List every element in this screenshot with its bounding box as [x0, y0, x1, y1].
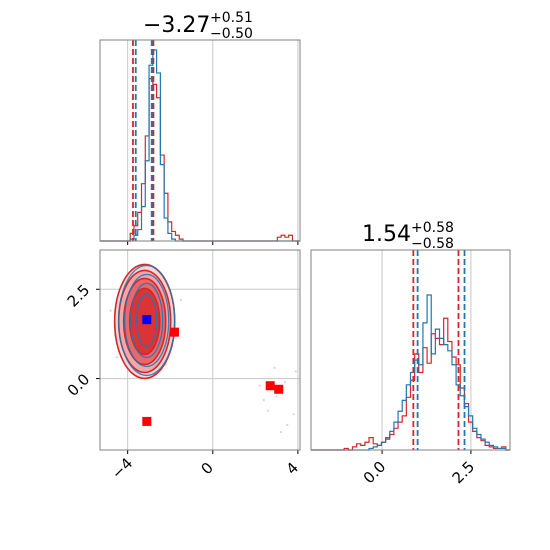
joint-panel: [96, 249, 301, 454]
panel-d-frame: [310, 249, 511, 451]
panel-c-outlier-15: [279, 431, 282, 434]
title-param-0-median: −3.27: [143, 13, 210, 38]
panel-c-marker-red-0: [169, 327, 179, 337]
title-param-0: −3.27: [143, 13, 210, 38]
panel-a-frame: [99, 39, 301, 242]
panel-c-outlier-4: [292, 413, 295, 416]
panel-c-contour-blue-0: [118, 264, 176, 377]
panel-c-frame: [99, 249, 301, 451]
panel-c-outlier-1: [266, 409, 270, 412]
panel-c-marker-red-2: [274, 384, 284, 394]
panel-c-contour-blue-3: [136, 293, 158, 348]
panel-c-outlier-3: [262, 398, 265, 402]
title-param-1-lower: −0.58: [411, 236, 454, 252]
panel-c-outlier-10: [179, 298, 182, 302]
panel-c-marker-red-3: [142, 416, 152, 426]
panel-c-outlier-5: [273, 366, 276, 369]
panel-d-bg: [311, 250, 510, 450]
y-tick-label-1: 0.0: [64, 370, 94, 400]
panel-c-marker-blue: [142, 315, 152, 325]
title-param-0-lower: −0.50: [210, 26, 253, 42]
panel-c-contour-blue-2: [130, 282, 164, 359]
panel-c-outlier-14: [294, 370, 297, 373]
marginal-panel-param-0: [99, 39, 301, 245]
panel-c-outlier-2: [284, 381, 287, 384]
panel-d-xtick-label-0: 0.0: [360, 458, 390, 488]
panel-c-outlier-8: [109, 309, 112, 312]
title-param-1-median: 1.54: [362, 222, 411, 247]
panel-d-xtick-label-1: 2.5: [449, 458, 479, 488]
panel-c-contour-blue-1: [124, 273, 170, 368]
title-param-0-upper: +0.51: [210, 10, 253, 26]
y-tick-label-0: 2.5: [64, 281, 94, 311]
marginal-panel-param-1: [310, 249, 511, 454]
panel-c-xtick-label-1: 0: [197, 459, 216, 478]
panel-c-marker-red-1: [265, 381, 275, 391]
title-param-1-upper: +0.58: [411, 220, 454, 236]
panel-c-outlier-12: [115, 356, 119, 359]
panel-c-outlier-0: [275, 395, 278, 398]
panel-c-outlier-7: [258, 384, 261, 387]
panel-c-xtick-label-0: −4: [108, 454, 136, 482]
panel-c-outlier-6: [286, 423, 289, 427]
panel-a-bg: [100, 40, 300, 241]
panel-c-xtick-label-2: 4: [283, 459, 302, 478]
title-param-1: 1.54: [362, 222, 411, 247]
